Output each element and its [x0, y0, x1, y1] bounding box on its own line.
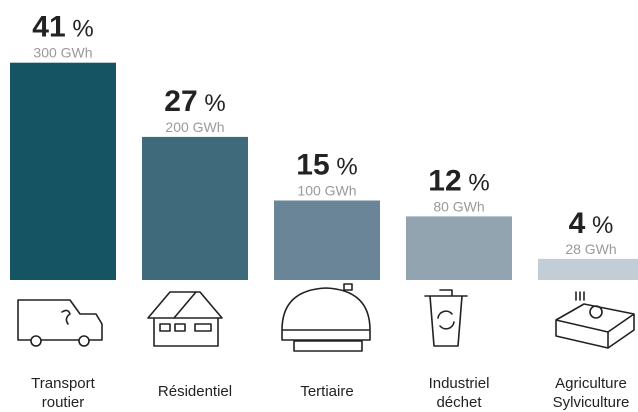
gwh-label: 300 GWh [33, 45, 92, 61]
value-label: 4 % [569, 207, 614, 240]
bar [406, 216, 512, 280]
category-label: Transport [31, 375, 95, 392]
bar [142, 136, 248, 280]
field-icon [555, 303, 635, 349]
gwh-label: 28 GWh [565, 241, 616, 257]
gwh-label: 100 GWh [297, 183, 356, 199]
bar [274, 200, 380, 280]
category-label: Sylviculture [553, 394, 630, 411]
category-label: Résidentiel [158, 383, 232, 400]
category-label: Tertiaire [300, 383, 353, 400]
value-label: 15 % [296, 149, 357, 182]
value-label: 12 % [428, 164, 489, 197]
bar [10, 62, 116, 281]
bin-icon [424, 289, 468, 347]
house-icon [147, 291, 223, 347]
gwh-label: 80 GWh [433, 198, 484, 214]
category-label: Industriel [429, 375, 490, 392]
value-label: 27 % [164, 85, 225, 118]
category-label: déchet [436, 394, 482, 411]
category-label: Agriculture [555, 375, 627, 392]
office-icon [281, 287, 371, 341]
gwh-label: 200 GWh [165, 119, 224, 135]
category-label: routier [42, 394, 85, 411]
van-icon [17, 299, 103, 341]
value-label: 41 % [32, 11, 93, 44]
icons [17, 283, 635, 352]
bar [538, 258, 638, 280]
